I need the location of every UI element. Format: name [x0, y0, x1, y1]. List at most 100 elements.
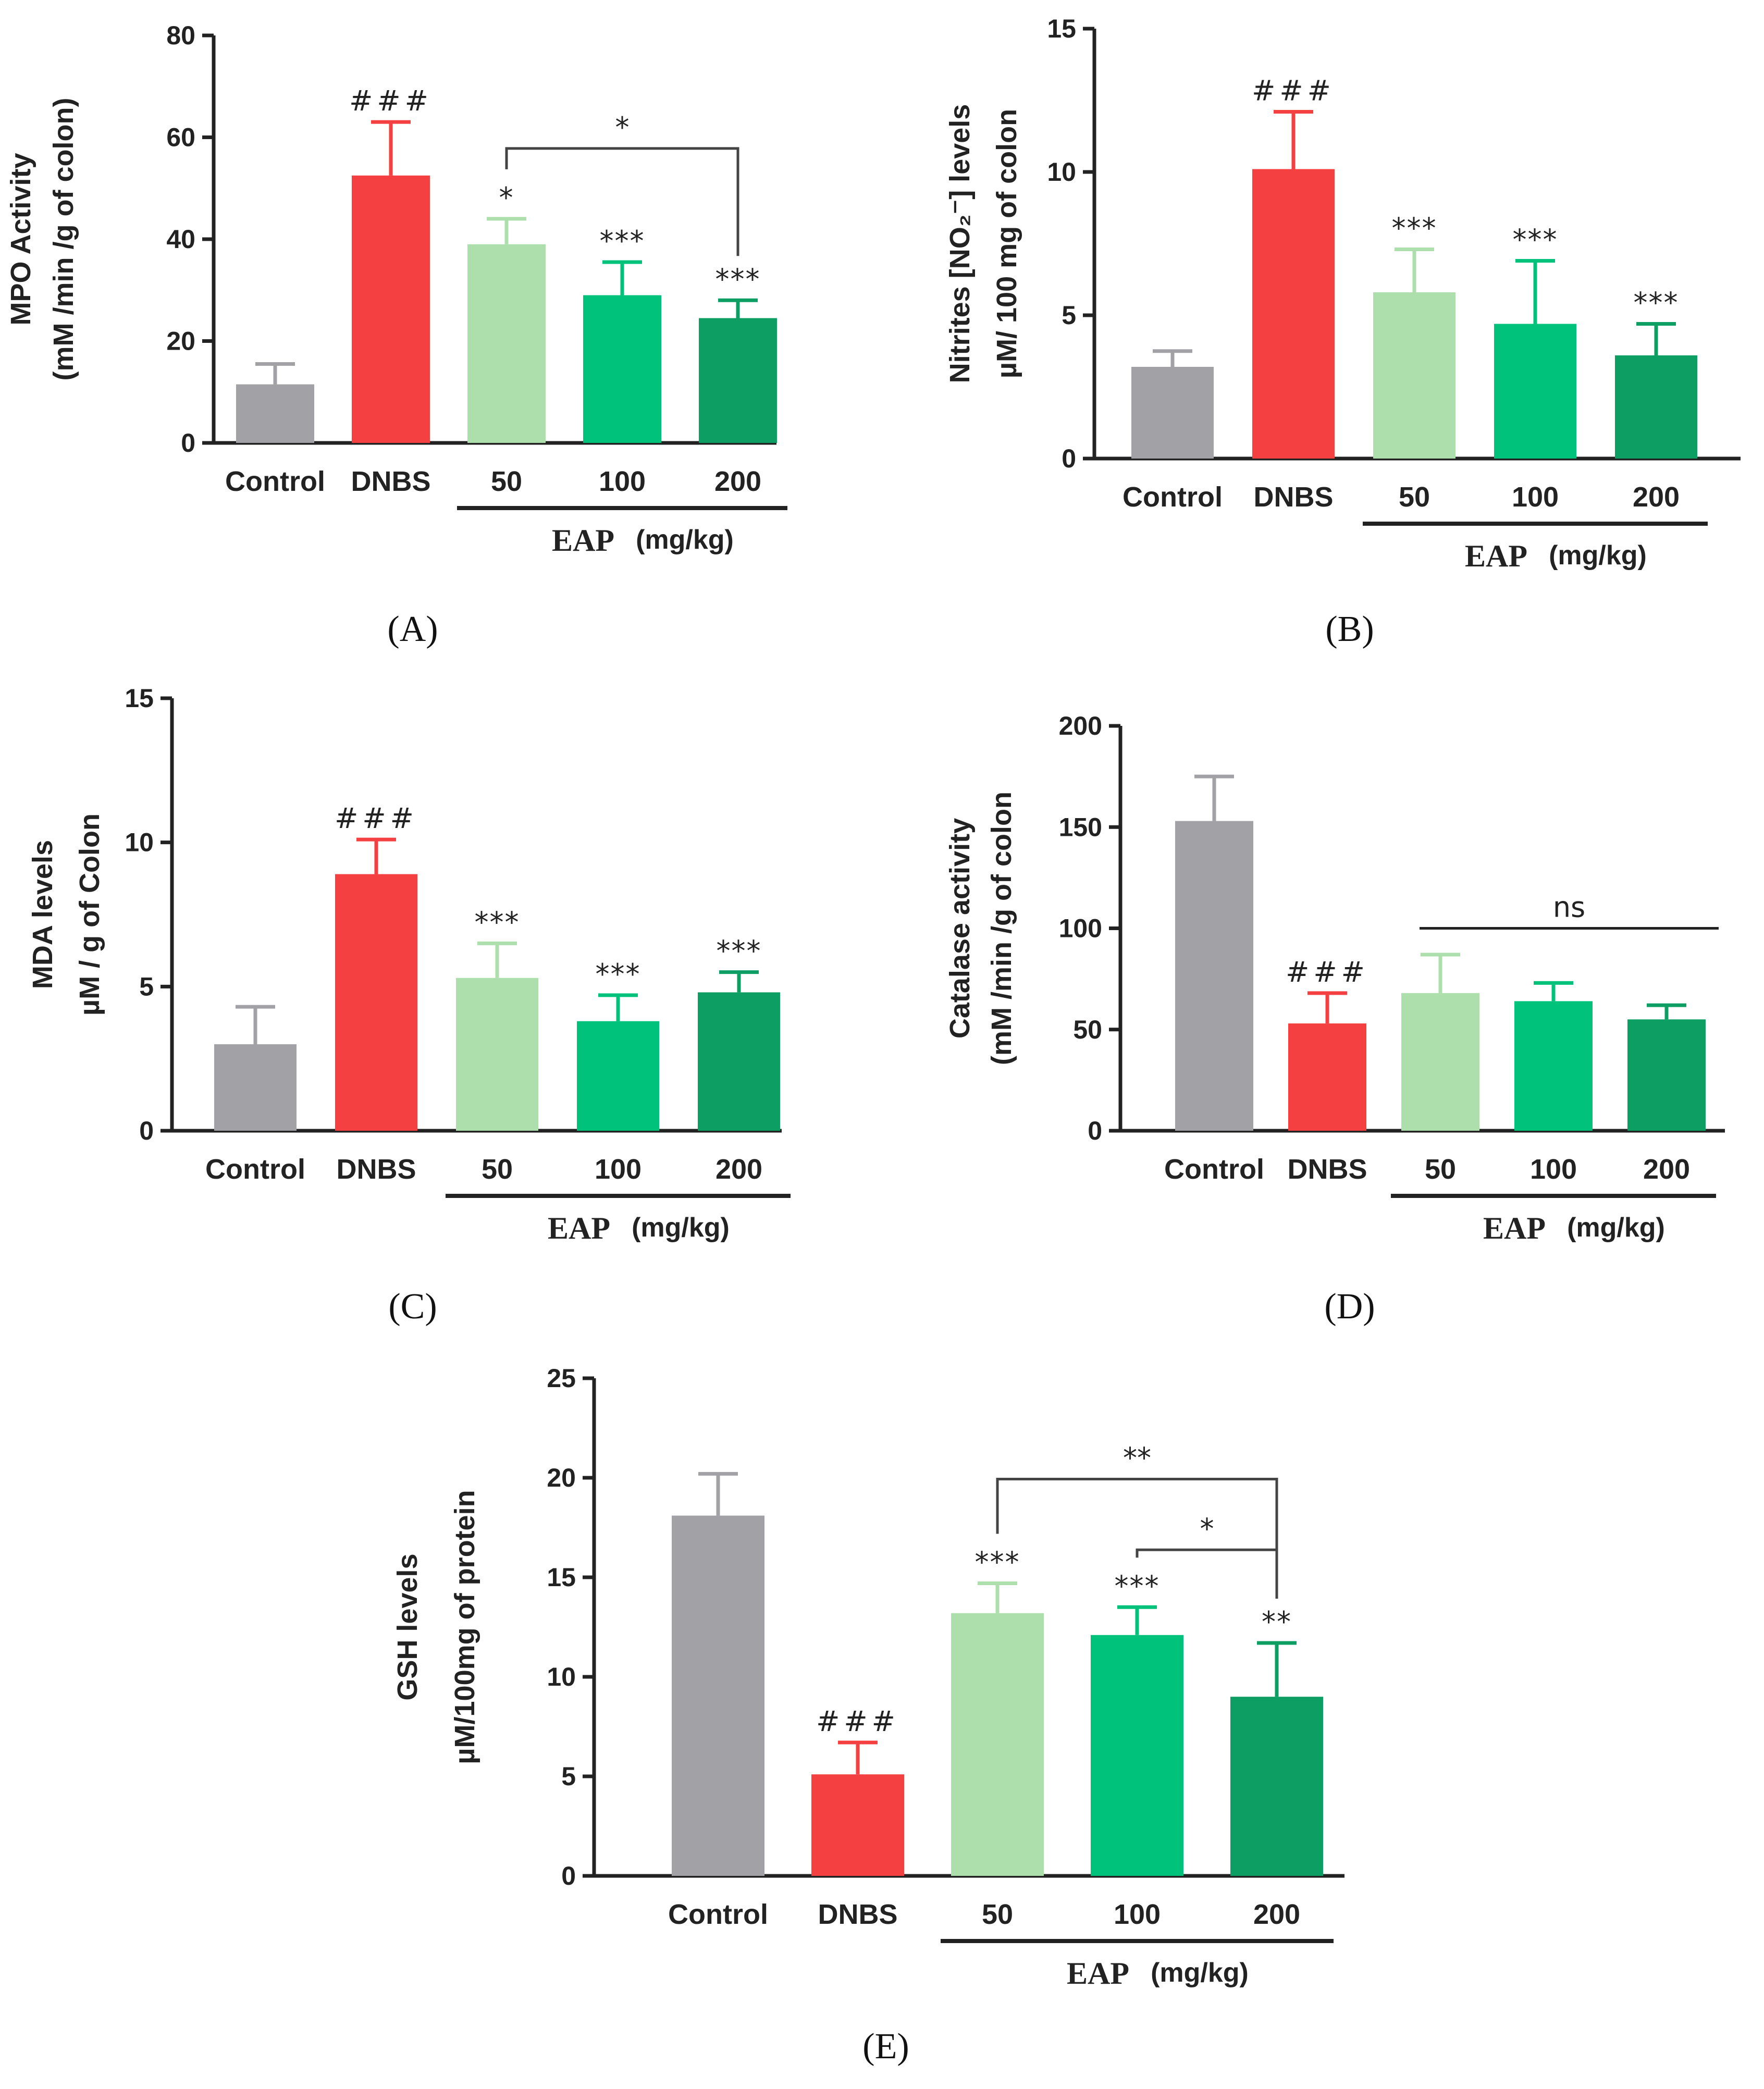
- y-tick-label: 5: [561, 1762, 576, 1791]
- x-tick-label: Control: [668, 1899, 768, 1930]
- significance-annotation: ***: [717, 935, 762, 968]
- bar-50: [1401, 993, 1479, 1131]
- x-tick-label: 100: [1530, 1154, 1577, 1185]
- y-tick-label: 0: [181, 428, 195, 458]
- significance-annotation: ###: [335, 802, 418, 835]
- bar-dnbs: [811, 1774, 904, 1876]
- eap-group-label: EAP: [548, 1211, 610, 1245]
- y-tick-label: 0: [1062, 444, 1076, 473]
- significance-annotation: ###: [1286, 956, 1369, 988]
- bar-control: [1175, 821, 1253, 1131]
- significance-annotation: ***: [975, 1546, 1020, 1578]
- y-tick-label: 0: [561, 1861, 576, 1890]
- chart-panel-a: 0 20 40 60 80 MPO Activity (mM /min /g of colo…: [5, 21, 787, 558]
- significance-annotation: ###: [1252, 75, 1335, 107]
- y-tick-label: 60: [166, 123, 195, 152]
- y-axis-label: MDA levels: [27, 840, 58, 989]
- eap-group-label: EAP: [1465, 539, 1527, 573]
- significance-annotation: ***: [475, 906, 520, 938]
- significance-bracket: [996, 1477, 1278, 1599]
- bar-dnbs: [335, 874, 417, 1131]
- significance-annotation: *: [499, 181, 514, 214]
- significance-bracket: [505, 147, 739, 256]
- y-tick-label: 150: [1059, 812, 1102, 842]
- eap-group-unit: (mg/kg): [632, 1213, 730, 1243]
- x-tick-label: 100: [599, 466, 646, 497]
- bar-control: [236, 384, 314, 443]
- eap-group-unit: (mg/kg): [636, 525, 734, 555]
- y-axis-label: Catalase activity: [944, 818, 976, 1039]
- y-tick-label: 10: [547, 1662, 576, 1691]
- x-tick-label: Control: [1122, 481, 1223, 513]
- x-tick-label: Control: [205, 1154, 305, 1185]
- bar-200: [699, 318, 777, 443]
- chart-panel-e: 0 5 10 15 20 25 GSH levels µM/100mg of protein C…: [392, 1364, 1344, 1991]
- significance-annotation: ***: [1513, 224, 1558, 256]
- panel-label-b: (B): [1325, 609, 1374, 649]
- x-tick-label: 100: [1114, 1899, 1161, 1930]
- significance-annotation: ***: [1115, 1569, 1160, 1602]
- significance-bracket: [1136, 1548, 1278, 1599]
- x-tick-label: 200: [714, 466, 761, 497]
- y-axis-label: µM/ 100 mg of colon: [991, 109, 1022, 378]
- bar-100: [1514, 1001, 1593, 1131]
- eap-group-label: EAP: [1483, 1211, 1546, 1245]
- y-tick-label: 200: [1059, 711, 1102, 740]
- x-tick-label: 100: [1512, 481, 1559, 513]
- bar-50: [467, 244, 546, 443]
- significance-annotation: ***: [716, 263, 761, 295]
- y-axis-label: (mM /min /g of colon): [48, 98, 79, 381]
- bar-control: [1131, 367, 1214, 459]
- chart-panel-c: 0 5 10 15 MDA levels µM / g of Colon Control DN…: [27, 684, 791, 1245]
- y-tick-label: 0: [139, 1116, 154, 1145]
- bar-200: [1627, 1019, 1706, 1131]
- y-axis-label: GSH levels: [392, 1553, 423, 1700]
- bracket-label: **: [1123, 1441, 1151, 1474]
- bracket-label: *: [615, 111, 630, 144]
- bar-100: [1091, 1635, 1183, 1876]
- y-axis-label: Nitrites [NO₂⁻] levels: [944, 104, 976, 384]
- y-axis-label: (mM /min /g of colon: [986, 792, 1017, 1065]
- x-tick-label: DNBS: [351, 466, 430, 497]
- x-tick-label: 200: [1633, 481, 1680, 513]
- bar-50: [951, 1613, 1044, 1876]
- x-tick-label: Control: [225, 466, 325, 497]
- bar-dnbs: [1288, 1023, 1366, 1131]
- x-tick-label: 50: [1399, 481, 1430, 513]
- y-tick-label: 80: [166, 21, 195, 50]
- y-tick-label: 10: [125, 828, 154, 857]
- bar-dnbs: [1252, 169, 1335, 459]
- y-tick-label: 0: [1088, 1116, 1102, 1145]
- bar-dnbs: [352, 175, 430, 443]
- x-tick-label: 200: [1643, 1154, 1690, 1185]
- bracket-label: *: [1200, 1512, 1214, 1545]
- y-tick-label: 50: [1073, 1015, 1102, 1044]
- y-tick-label: 5: [1062, 301, 1076, 330]
- x-tick-label: DNBS: [1253, 481, 1333, 513]
- eap-group-unit: (mg/kg): [1151, 1958, 1249, 1988]
- eap-group-label: EAP: [1067, 1956, 1129, 1991]
- significance-annotation: ***: [1392, 212, 1437, 245]
- bar-control: [672, 1515, 764, 1876]
- bar-200: [1230, 1697, 1323, 1876]
- x-tick-label: 200: [1253, 1899, 1300, 1930]
- significance-annotation: ***: [1634, 287, 1679, 319]
- significance-annotation: ***: [596, 958, 641, 991]
- significance-annotation: ###: [816, 1705, 899, 1738]
- bar-control: [214, 1044, 297, 1131]
- x-tick-label: DNBS: [1287, 1154, 1367, 1185]
- y-tick-label: 15: [1047, 14, 1076, 43]
- bar-200: [1615, 355, 1697, 459]
- panel-label-a: (A): [387, 609, 438, 649]
- bar-50: [456, 978, 538, 1131]
- eap-group-label: EAP: [552, 523, 614, 558]
- x-tick-label: 50: [482, 1154, 513, 1185]
- y-tick-label: 15: [547, 1563, 576, 1592]
- x-tick-label: 50: [1425, 1154, 1456, 1185]
- y-tick-label: 15: [125, 684, 154, 713]
- x-tick-label: DNBS: [336, 1154, 416, 1185]
- x-tick-label: 200: [716, 1154, 762, 1185]
- y-tick-label: 5: [139, 972, 154, 1001]
- x-tick-label: DNBS: [818, 1899, 897, 1930]
